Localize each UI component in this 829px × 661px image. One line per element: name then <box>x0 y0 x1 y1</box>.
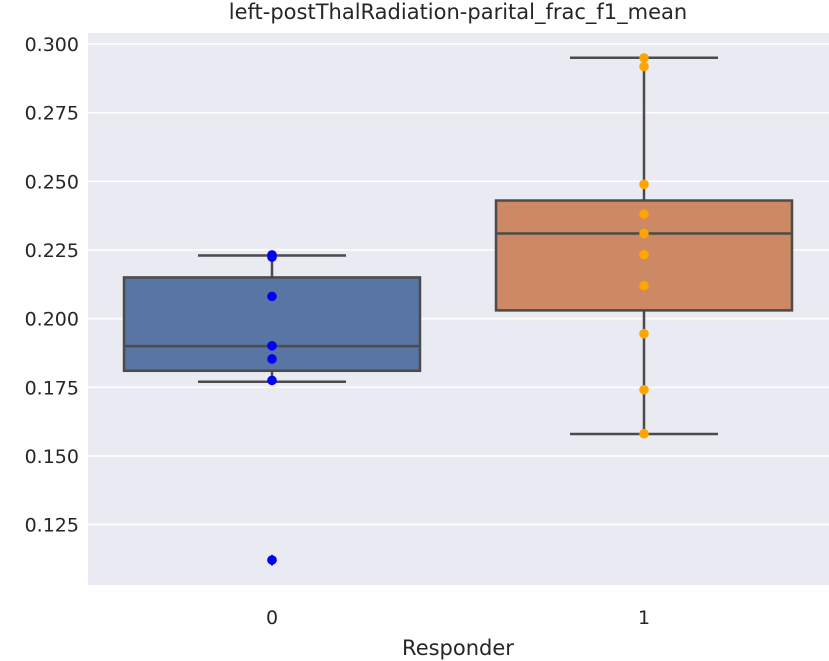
data-point <box>267 354 277 364</box>
data-point <box>267 555 277 565</box>
data-point <box>639 179 649 190</box>
y-tick-label: 0.200 <box>25 309 79 331</box>
data-point <box>267 252 277 262</box>
data-point <box>639 61 649 72</box>
y-tick-label: 0.300 <box>25 34 79 56</box>
x-axis-label: Responder <box>402 636 514 660</box>
data-points <box>267 53 649 565</box>
y-tick-label: 0.125 <box>25 515 79 537</box>
y-axis-ticks: 0.125 0.150 0.175 0.200 0.225 0.250 0.275 0.300 <box>25 34 79 537</box>
y-tick-label: 0.275 <box>25 103 79 125</box>
data-point <box>639 328 649 339</box>
data-point <box>639 228 649 239</box>
chart-title: left-postThalRadiation-parital_frac_f1_m… <box>229 0 687 25</box>
x-tick-label: 0 <box>266 607 278 629</box>
data-point <box>639 428 649 439</box>
data-point <box>639 53 649 63</box>
data-point <box>267 341 277 351</box>
y-tick-label: 0.175 <box>25 377 79 399</box>
data-point <box>639 209 649 219</box>
data-point <box>639 384 649 395</box>
data-point <box>267 291 277 302</box>
boxes <box>122 56 794 567</box>
data-point <box>267 375 277 386</box>
y-tick-label: 0.225 <box>25 240 79 262</box>
y-tick-label: 0.250 <box>25 171 79 193</box>
y-tick-label: 0.150 <box>25 446 79 468</box>
x-tick-label: 1 <box>638 607 650 629</box>
data-point <box>639 280 649 291</box>
data-point <box>639 249 649 260</box>
